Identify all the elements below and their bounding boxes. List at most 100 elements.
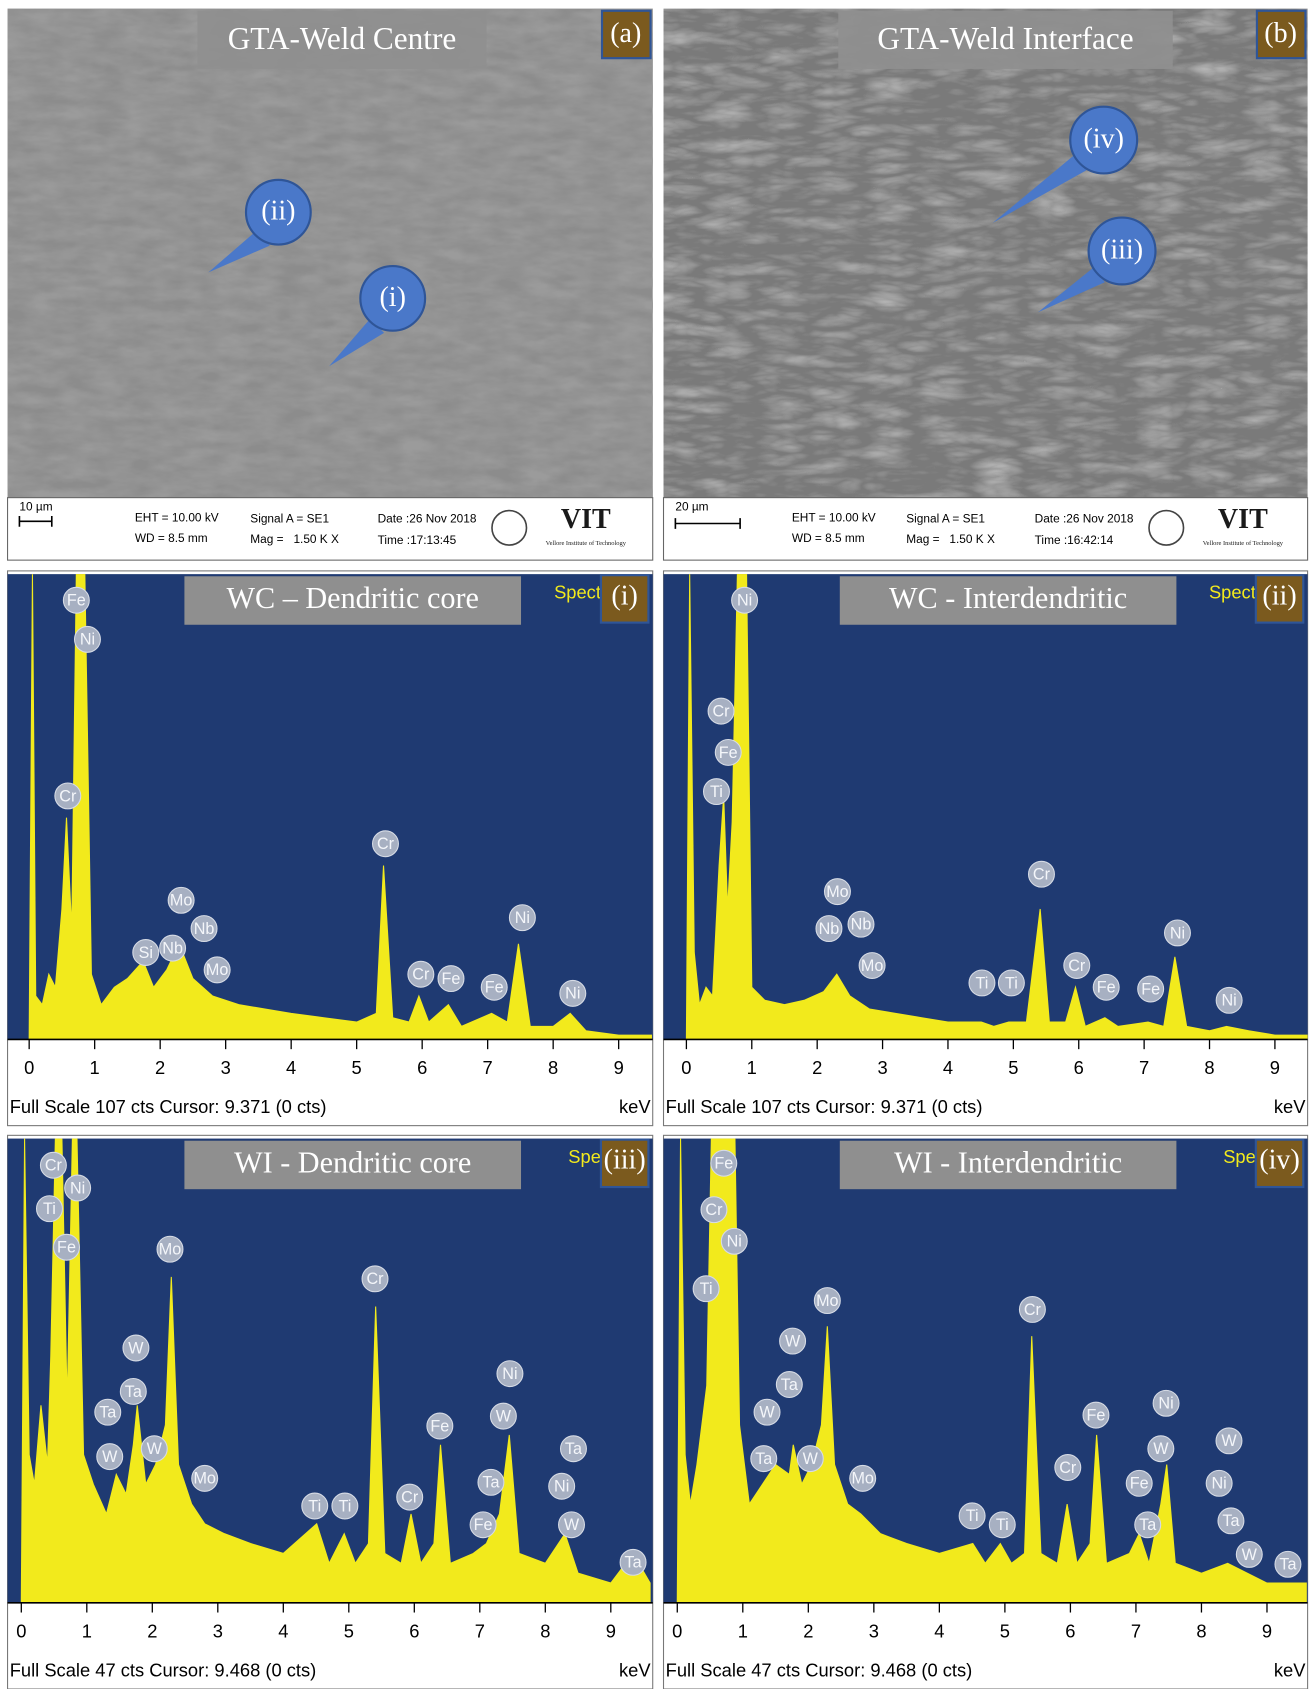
peak-label: Ti: [700, 1280, 713, 1298]
peak-marker: [371, 830, 399, 858]
peak-label: Fe: [714, 1155, 733, 1173]
peak-label: Ni: [727, 1233, 742, 1251]
callout-tail: [992, 152, 1087, 223]
peak-label: Mo: [861, 957, 883, 975]
title-box: [839, 576, 1177, 625]
x-tick-label: 9: [1270, 1057, 1280, 1078]
callout: [359, 264, 427, 332]
sem-texture: [7, 8, 653, 498]
x-tick-label: 1: [738, 1620, 748, 1641]
peak-marker: [1082, 1401, 1110, 1429]
peak-label: Ni: [1170, 924, 1185, 942]
panel-label-box: [600, 9, 652, 60]
peak-marker: [619, 1548, 647, 1576]
peak-label: Cr: [1059, 1459, 1077, 1477]
peak-marker: [710, 1149, 738, 1177]
peak-label: Ta: [1222, 1512, 1239, 1530]
x-tick-label: 4: [278, 1620, 288, 1641]
peak-label: Fe: [67, 592, 86, 610]
peak-marker: [1063, 952, 1091, 980]
peak-label: Ni: [1221, 992, 1236, 1010]
peak-label: Mo: [170, 892, 192, 910]
title-box: [184, 576, 522, 625]
peak-marker: [849, 1464, 877, 1492]
x-tick-label: 0: [681, 1057, 691, 1078]
info-bar: [7, 497, 654, 561]
x-tick-label: 8: [540, 1620, 550, 1641]
peak-label: Ni: [70, 1179, 85, 1197]
mag: Mag = 1.50 K X: [906, 532, 995, 546]
peak-label: Cr: [705, 1201, 723, 1219]
panel-label-box: [599, 1138, 650, 1189]
x-tick-label: 0: [24, 1057, 34, 1078]
peak-label: Nb: [851, 916, 872, 934]
peak-label: Ni: [565, 985, 580, 1003]
peak-marker: [167, 886, 195, 914]
peak-label: Ti: [338, 1497, 351, 1515]
peak-label: Cr: [412, 966, 430, 984]
peak-marker: [548, 1472, 576, 1500]
peak-label: Ta: [482, 1474, 499, 1492]
peak-label: Cr: [366, 1270, 384, 1288]
peak-label: Fe: [57, 1239, 76, 1257]
peak-label: Fe: [442, 970, 461, 988]
x-tick-label: 2: [147, 1620, 157, 1641]
peak-label: Si: [139, 944, 153, 962]
peak-marker: [700, 1196, 728, 1224]
spectrum-panel: 0 1 2 3 4 5 6 7 8 9 Cr Ti Ni Fe Mo W Ta Ta W W Mo Ti Ti Cr Cr Fe T…: [7, 1134, 654, 1689]
peak-label: Mo: [193, 1470, 215, 1488]
info-bar: [662, 497, 1309, 561]
x-tick-label: 6: [1065, 1620, 1075, 1641]
wd: WD = 8.5 mm: [792, 531, 865, 545]
scale-bar-label: 20 µm: [675, 500, 708, 514]
peak-label: Cr: [59, 787, 77, 805]
peak-marker: [1027, 860, 1055, 888]
x-tick-label: 9: [614, 1057, 624, 1078]
peak-label: Ti: [710, 783, 723, 801]
peak-label: W: [128, 1339, 144, 1357]
peak-label: Ta: [625, 1554, 642, 1572]
x-tick-label: 6: [409, 1620, 419, 1641]
peak-label: Ti: [996, 1516, 1009, 1534]
panel-label: (a): [610, 18, 641, 49]
peak-marker: [191, 1464, 219, 1492]
x-tick-label: 1: [747, 1057, 757, 1078]
callout-label: (iv): [1083, 124, 1123, 155]
peak-label: W: [1221, 1432, 1237, 1450]
spectrum-label: Spe: [1223, 1146, 1256, 1167]
logo: VIT: [1218, 504, 1268, 535]
peak-marker: [132, 939, 160, 966]
peak-marker: [753, 1398, 781, 1426]
peak-marker: [331, 1492, 359, 1520]
peak-label: Cr: [401, 1488, 419, 1506]
peak-marker: [1125, 1469, 1153, 1497]
peak-marker: [858, 952, 886, 980]
scale-bar-label: 10 µm: [19, 500, 52, 514]
peak-marker: [847, 910, 875, 938]
panel-label: (ii): [1262, 580, 1296, 611]
peak-marker: [140, 1435, 168, 1463]
x-tick-label: 3: [213, 1620, 223, 1641]
x-axis-label: keV: [1274, 1660, 1306, 1681]
spectrum: [28, 574, 652, 1040]
peak-marker: [775, 1371, 803, 1398]
peak-marker: [73, 625, 101, 653]
x-tick-label: 6: [1074, 1057, 1084, 1078]
peak-label: W: [102, 1448, 118, 1466]
x-tick-label: 8: [548, 1057, 558, 1078]
peak-marker: [559, 1435, 587, 1463]
time: Time :16:42:14: [1035, 533, 1114, 547]
panel-label: (b): [1264, 18, 1297, 49]
peak-label: Fe: [1097, 979, 1116, 997]
peak-label: W: [496, 1407, 512, 1425]
x-tick-label: 2: [803, 1620, 813, 1641]
peak-label: Ta: [1139, 1516, 1156, 1534]
panel-label: (iv): [1259, 1145, 1299, 1176]
x-tick-label: 3: [877, 1057, 887, 1078]
peak-label: Fe: [474, 1516, 493, 1534]
chart-title: WI - Interdendritic: [894, 1145, 1122, 1179]
x-tick-label: 2: [812, 1057, 822, 1078]
